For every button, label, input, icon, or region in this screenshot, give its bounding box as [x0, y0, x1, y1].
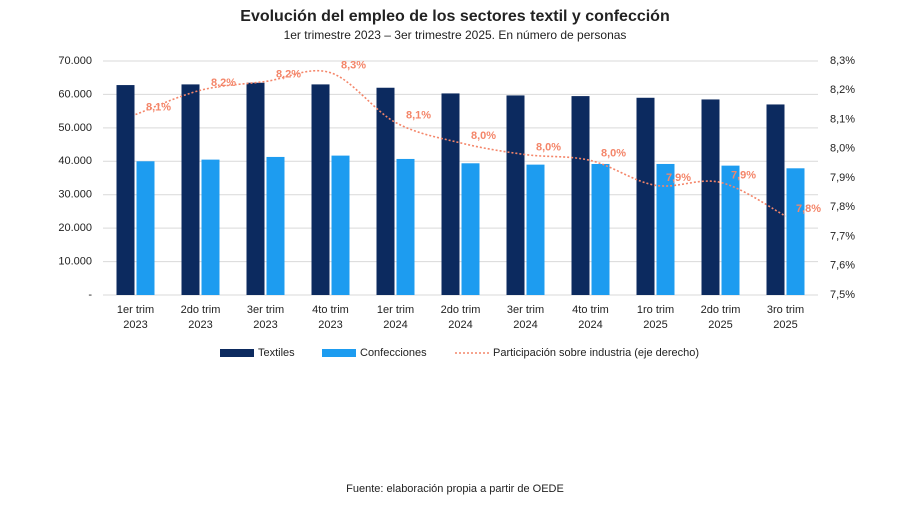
data-label: 8,0% [601, 147, 626, 159]
y2-tick-label: 7,7% [830, 230, 855, 242]
bar [506, 95, 525, 295]
bar [246, 82, 265, 295]
y-tick-label: 60.000 [58, 88, 92, 100]
x-tick-label: 4to trim [312, 304, 349, 316]
source-note: Fuente: elaboración propia a partir de O… [346, 483, 564, 495]
x-tick-label: 1er trim [117, 304, 154, 316]
x-tick-label: 2024 [578, 319, 602, 331]
y2-tick-label: 8,0% [830, 143, 855, 155]
x-tick-label: 3er trim [247, 304, 284, 316]
legend-swatch [322, 349, 356, 357]
y2-tick-label: 7,8% [830, 201, 855, 213]
x-tick-label: 1ro trim [637, 304, 674, 316]
y2-tick-label: 7,5% [830, 289, 855, 301]
data-label: 7,8% [796, 203, 821, 215]
y-tick-label: 40.000 [58, 155, 92, 167]
y2-tick-label: 7,9% [830, 172, 855, 184]
bar [656, 163, 675, 295]
chart-subtitle: 1er trimestre 2023 – 3er trimestre 2025.… [284, 28, 627, 42]
bar [786, 168, 805, 295]
bar [201, 159, 220, 295]
bar [116, 85, 135, 295]
bar [376, 87, 395, 295]
bar [571, 96, 590, 295]
y2-tick-label: 8,3% [830, 55, 855, 67]
data-label: 8,0% [536, 142, 561, 154]
data-label: 8,0% [471, 130, 496, 142]
y-tick-label: 20.000 [58, 222, 92, 234]
data-label: 8,2% [211, 77, 236, 89]
x-tick-label: 2024 [448, 319, 472, 331]
bar [331, 155, 350, 295]
y-tick-label: 50.000 [58, 122, 92, 134]
x-tick-label: 3er trim [507, 304, 544, 316]
y2-tick-label: 8,1% [830, 113, 855, 125]
chart-title: Evolución del empleo de los sectores tex… [240, 8, 669, 25]
x-tick-label: 2do trim [701, 304, 741, 316]
data-label: 8,1% [406, 109, 431, 121]
bar [136, 161, 155, 295]
bar [526, 164, 545, 295]
bar [591, 163, 610, 295]
bar [441, 93, 460, 295]
y-tick-label: 30.000 [58, 189, 92, 201]
bar [721, 165, 740, 295]
bar [461, 163, 480, 295]
bar [311, 84, 330, 296]
y2-tick-label: 7,6% [830, 260, 855, 272]
data-label: 7,9% [731, 169, 756, 181]
y-tick-label: 10.000 [58, 255, 92, 267]
bar [181, 84, 200, 296]
y-tick-label: 70.000 [58, 55, 92, 67]
x-tick-label: 3ro trim [767, 304, 804, 316]
bar [396, 158, 415, 295]
data-label: 7,9% [666, 172, 691, 184]
x-tick-label: 2025 [643, 319, 667, 331]
x-tick-label: 2do trim [181, 304, 221, 316]
line [135, 69, 786, 217]
x-tick-label: 2024 [513, 319, 537, 331]
legend-label: Confecciones [360, 347, 427, 359]
y2-tick-label: 8,2% [830, 84, 855, 96]
bar [266, 156, 285, 295]
y-tick-label: - [88, 289, 92, 301]
bar [636, 97, 655, 296]
bar [701, 99, 720, 295]
x-tick-label: 2025 [773, 319, 797, 331]
x-tick-label: 2023 [318, 319, 342, 331]
data-label: 8,2% [276, 68, 301, 80]
x-tick-label: 2023 [123, 319, 147, 331]
x-tick-label: 4to trim [572, 304, 609, 316]
x-tick-label: 2023 [253, 319, 277, 331]
legend-swatch [220, 349, 254, 357]
data-label: 8,1% [146, 101, 171, 113]
x-tick-label: 2023 [188, 319, 212, 331]
x-tick-label: 2024 [383, 319, 407, 331]
legend-label: Textiles [258, 347, 295, 359]
x-tick-label: 2do trim [441, 304, 481, 316]
bar [766, 104, 785, 295]
x-tick-label: 1er trim [377, 304, 414, 316]
legend-label: Participación sobre industria (eje derec… [493, 347, 699, 359]
data-label: 8,3% [341, 60, 366, 72]
x-tick-label: 2025 [708, 319, 732, 331]
